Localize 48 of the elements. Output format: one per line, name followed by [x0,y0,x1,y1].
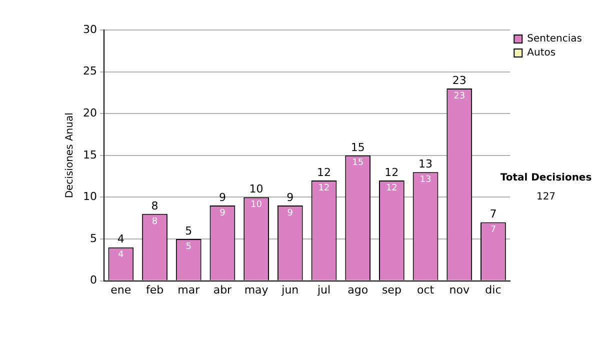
x-tick-label: sep [382,283,402,296]
total-label: 8 [151,199,158,212]
legend-label: Sentencias [527,34,582,45]
x-tick-label: jul [316,283,331,296]
x-tick-label: ene [110,283,132,296]
total-label: 7 [490,208,497,221]
x-tick-label: jun [280,283,299,296]
data-label: 12 [386,183,398,194]
y-tick-label: 15 [82,148,97,162]
y-axis-title: Decisiones Anual [64,112,76,198]
total-label: 12 [316,166,331,179]
x-tick-label: dic [485,283,502,296]
total-label: 10 [249,182,264,196]
total-label: 9 [286,190,294,204]
y-tick-label: 30 [82,22,97,36]
y-tick-label: 5 [90,232,97,245]
x-tick-label: may [244,283,269,296]
text: 127 [536,192,556,203]
y-tick-label: 0 [90,274,97,287]
total-label: 13 [418,157,433,170]
data-label: 15 [352,158,364,168]
data-label: 23 [454,91,466,102]
data-label: 7 [490,225,496,236]
data-label: 9 [287,208,294,218]
x-tick-label: nov [449,283,470,296]
legend-label: Autos [527,48,556,59]
y-tick-label: 25 [82,64,97,78]
data-label: 8 [152,216,158,227]
annotation: Total Decisiones [500,172,592,184]
data-label: 9 [220,208,226,218]
x-tick-label: feb [146,283,164,296]
total-label: 15 [350,140,365,154]
x-tick-label: ago [348,283,368,296]
x-tick-label: oct [416,283,435,296]
y-tick-label: 10 [82,190,97,204]
data-label: 13 [420,174,432,185]
y-tick-label: 20 [82,106,97,120]
x-tick-label: mar [178,283,200,296]
data-label: 12 [318,183,330,194]
data-label: 5 [186,242,192,252]
total-label: 12 [384,166,399,179]
x-tick-label: abr [213,283,232,296]
total-label: 5 [185,224,192,238]
total-label: 23 [452,74,466,87]
data-label: 4 [118,250,124,260]
total-label: 4 [117,232,124,246]
total-label: 9 [218,190,226,204]
data-label: 10 [250,200,262,210]
